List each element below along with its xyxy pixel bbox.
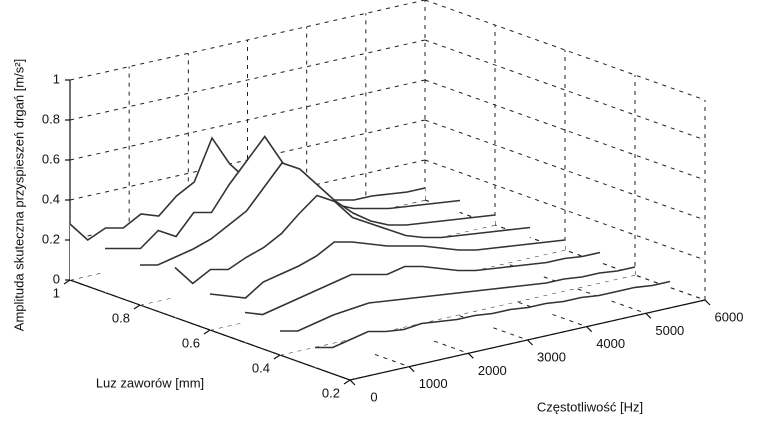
x-tick-label: 6000 — [715, 309, 744, 324]
z-tick-label: 0.6 — [42, 151, 60, 166]
trace-fill — [315, 281, 670, 368]
spectrum-trace — [209, 239, 566, 299]
z-tick-label: 0.8 — [42, 111, 60, 126]
z-tick-label: 0.4 — [42, 191, 60, 206]
grid-line — [69, 0, 426, 81]
x-tick — [586, 326, 593, 333]
y-tick-label: 0.8 — [112, 310, 130, 325]
grid-line — [69, 39, 426, 121]
z-tick-label: 0 — [53, 271, 60, 286]
y-tick-label: 0.2 — [322, 385, 340, 400]
y-tick — [63, 279, 71, 285]
y-tick-label: 0.6 — [182, 335, 200, 350]
y-tick-label: 1 — [53, 285, 60, 300]
y-tick — [133, 304, 141, 310]
y-tick-label: 0.4 — [252, 360, 270, 375]
x-tick — [349, 379, 356, 386]
x-tick-label: 3000 — [537, 349, 566, 364]
x-tick — [704, 299, 711, 306]
z-tick-label: 1 — [53, 71, 60, 86]
z-tick-label: 0.2 — [42, 231, 60, 246]
spectrum-trace — [315, 280, 671, 349]
x-tick — [408, 366, 415, 373]
x-tick-label: 4000 — [596, 336, 625, 351]
grid-line — [69, 79, 426, 161]
x-tick-label: 5000 — [655, 323, 684, 338]
x-tick — [467, 352, 474, 359]
x-tick — [527, 339, 533, 346]
spectrum-trace — [280, 266, 636, 332]
z-axis-label: Amplituda skuteczna przyspieszeń drgań [… — [11, 59, 26, 331]
spectrum-trace — [140, 162, 496, 266]
spectrum-trace — [244, 251, 601, 316]
y-tick — [203, 329, 211, 335]
x-tick-label: 0 — [370, 389, 377, 404]
y-tick — [343, 379, 351, 385]
x-tick-label: 2000 — [478, 363, 507, 378]
x-tick-label: 1000 — [419, 376, 448, 391]
y-tick — [273, 354, 281, 360]
x-axis-label: Częstotliwość [Hz] — [537, 399, 643, 414]
spectrum-trace — [174, 194, 531, 285]
x-tick — [645, 312, 652, 319]
y-axis-label: Luz zaworów [mm] — [96, 375, 204, 390]
grid-line — [424, 39, 706, 141]
